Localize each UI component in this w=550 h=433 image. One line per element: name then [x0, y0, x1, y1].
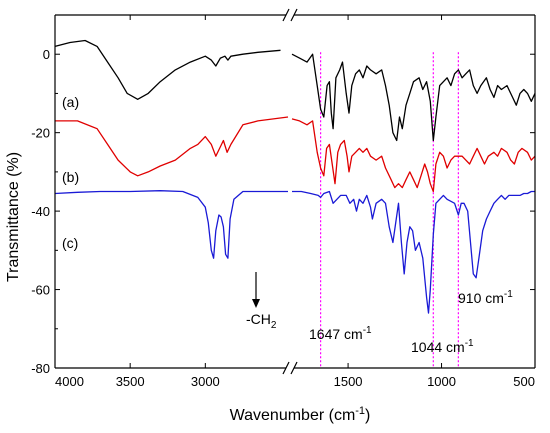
series-label-a: (a) [62, 94, 79, 110]
series-line-a-seg1 [54, 39, 281, 100]
x-tick-label-1000: 1000 [427, 374, 456, 389]
y-tick-label--80: -80 [31, 361, 50, 376]
peak-label-1044: 1044 cm-1 [411, 338, 474, 355]
y-tick-label--60: -60 [31, 283, 50, 298]
series-line-c-seg1 [54, 190, 288, 259]
peak-label-910: 910 cm-1 [458, 289, 513, 306]
axis-break-mark-bottom-2 [290, 361, 298, 375]
y-tick-label--40: -40 [31, 204, 50, 219]
ch2-label: -CH2 [246, 311, 277, 331]
y-tick-label--20: -20 [31, 126, 50, 141]
axis-break-mark-bottom-1 [282, 361, 290, 375]
ch2-arrow-head [252, 299, 260, 308]
series-line-b-seg2 [291, 118, 536, 193]
peak-label-1647: 1647 cm-1 [309, 325, 372, 342]
series-label-b: (b) [62, 169, 79, 185]
axis-break-mark-top-2 [290, 8, 298, 22]
plot-area: 0 -20 -40 -60 -80 4000 3500 3000 1500 1000 500 [31, 8, 536, 389]
series-line-c-seg2 [292, 190, 535, 314]
x-tick-label-1500: 1500 [334, 374, 363, 389]
x-tick-label-3500: 3500 [116, 374, 145, 389]
series-line-b-seg1 [55, 116, 289, 177]
series-line-a-seg2 [291, 53, 536, 142]
series-label-c: (c) [62, 235, 78, 251]
ch2-annotation: -CH2 [246, 272, 277, 331]
x-tick-label-3000: 3000 [191, 374, 220, 389]
y-tick-label-0: 0 [43, 47, 50, 62]
axis-break-mark-top-1 [282, 8, 290, 22]
x-axis-title: Wavenumber (cm-1) [230, 405, 371, 424]
x-tick-label-4000: 4000 [55, 374, 84, 389]
series-labels: (a) (b) (c) [62, 94, 79, 251]
y-axis-title: Transmittance (%) [5, 152, 22, 282]
peak-annotations: 1647 cm-1 1044 cm-1 910 cm-1 [309, 289, 513, 355]
x-tick-label-500: 500 [513, 374, 535, 389]
